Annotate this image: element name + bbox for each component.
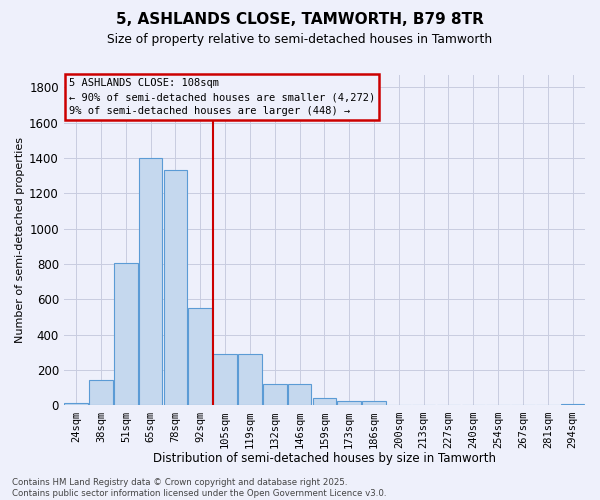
Bar — [188, 308, 212, 406]
Bar — [313, 398, 336, 406]
Bar — [114, 263, 137, 406]
Bar — [362, 401, 386, 406]
Bar — [561, 404, 584, 406]
Text: Contains HM Land Registry data © Crown copyright and database right 2025.
Contai: Contains HM Land Registry data © Crown c… — [12, 478, 386, 498]
Bar — [263, 384, 287, 406]
Bar — [164, 170, 187, 406]
Bar — [337, 401, 361, 406]
Bar — [64, 403, 88, 406]
Bar — [288, 384, 311, 406]
Bar — [89, 380, 113, 406]
Text: Size of property relative to semi-detached houses in Tamworth: Size of property relative to semi-detach… — [107, 32, 493, 46]
Y-axis label: Number of semi-detached properties: Number of semi-detached properties — [15, 137, 25, 343]
Bar — [214, 354, 237, 406]
X-axis label: Distribution of semi-detached houses by size in Tamworth: Distribution of semi-detached houses by … — [153, 452, 496, 465]
Bar — [139, 158, 163, 406]
Bar — [238, 354, 262, 406]
Text: 5 ASHLANDS CLOSE: 108sqm
← 90% of semi-detached houses are smaller (4,272)
9% of: 5 ASHLANDS CLOSE: 108sqm ← 90% of semi-d… — [69, 78, 375, 116]
Text: 5, ASHLANDS CLOSE, TAMWORTH, B79 8TR: 5, ASHLANDS CLOSE, TAMWORTH, B79 8TR — [116, 12, 484, 28]
